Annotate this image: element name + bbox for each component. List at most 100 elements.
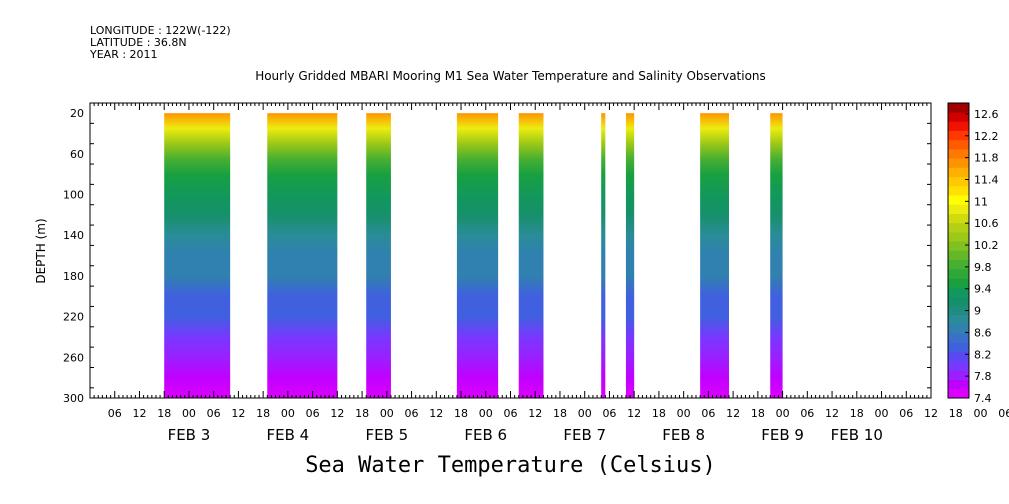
x-hour-label: 00	[281, 407, 295, 420]
data-segment-6	[625, 113, 635, 398]
colorbar-cell	[948, 121, 969, 131]
data-segment-2	[366, 113, 391, 398]
x-day-label: FEB 7	[563, 426, 606, 444]
colorbar-cell	[948, 268, 969, 279]
x-hour-label: 12	[528, 407, 542, 420]
colorbar-cell	[948, 278, 969, 288]
colorbar-cell	[948, 167, 969, 178]
x-hour-label: 00	[578, 407, 592, 420]
data-segment-4	[518, 113, 544, 398]
x-hour-label: 00	[875, 407, 889, 420]
colorbar-cell	[948, 241, 969, 251]
colorbar-cell	[948, 149, 969, 159]
x-day-label: FEB 9	[761, 426, 804, 444]
colorbar-tick-label: 7.8	[974, 370, 992, 383]
colorbar-tick-label: 12.2	[974, 130, 999, 143]
colorbar-cell	[948, 296, 969, 307]
x-hour-label: 00	[677, 407, 691, 420]
colorbar-cell	[948, 222, 969, 233]
data-segment-1	[267, 113, 338, 398]
colorbar-tick-label: 11.4	[974, 173, 999, 186]
x-hour-label: 18	[553, 407, 567, 420]
colorbar-tick-label: 8.2	[974, 348, 992, 361]
colorbar-cell	[948, 388, 969, 399]
x-hour-label: 06	[207, 407, 221, 420]
colorbar-cell	[948, 305, 969, 316]
data-segment-7	[700, 113, 729, 398]
data-segment-8	[770, 113, 783, 398]
x-hour-label: 06	[701, 407, 715, 420]
chart-title: Hourly Gridded MBARI Mooring M1 Sea Wate…	[255, 69, 766, 83]
y-tick-label: 140	[63, 229, 84, 242]
data-segment-0	[164, 113, 231, 398]
x-hour-label: 00	[973, 407, 987, 420]
colorbar-tick-label: 12.6	[974, 108, 999, 121]
colorbar-cell	[948, 112, 969, 122]
colorbar-cell	[948, 333, 969, 343]
colorbar-tick-label: 7.4	[974, 392, 992, 405]
colorbar-cell	[948, 361, 969, 371]
longitude-label: LONGITUDE : 122W(-122)	[90, 24, 231, 37]
x-hour-label: 06	[405, 407, 419, 420]
x-axis-title: Sea Water Temperature (Celsius)	[305, 453, 716, 478]
x-day-label: FEB 6	[464, 426, 507, 444]
x-hour-label: 12	[924, 407, 938, 420]
colorbar-cell	[948, 315, 969, 325]
colorbar-tick-label: 9.4	[974, 283, 992, 296]
colorbar-cell	[948, 232, 969, 242]
colorbar-cell	[948, 379, 969, 390]
colorbar-cell	[948, 195, 969, 205]
y-tick-label: 300	[63, 392, 84, 405]
plot-area	[89, 102, 932, 399]
colorbar-tick-label: 9	[974, 305, 981, 318]
x-hour-label: 18	[850, 407, 864, 420]
colorbar-cell	[948, 324, 969, 334]
y-tick-label: 20	[70, 107, 84, 120]
x-hour-label: 18	[157, 407, 171, 420]
colorbar-cell	[948, 370, 969, 380]
x-hour-label: 00	[776, 407, 790, 420]
colorbar-tick-label: 11.8	[974, 152, 999, 165]
x-hour-label: 06	[899, 407, 913, 420]
colorbar-tick-label: 10.2	[974, 239, 999, 252]
colorbar-cell	[948, 103, 969, 113]
x-hour-label: 18	[652, 407, 666, 420]
x-hour-label: 12	[627, 407, 641, 420]
colorbar-cell	[948, 259, 969, 270]
data-segment-5	[601, 113, 606, 398]
x-hour-label: 12	[429, 407, 443, 420]
colorbar-cell	[948, 250, 969, 261]
colorbar: 12.6 12.2 11.8 11.4 11 10.6 10.2 9.8 9.4 9 8.6 8.2 7…	[947, 102, 999, 405]
x-hour-label: 00	[182, 407, 196, 420]
colorbar-frame	[947, 102, 970, 399]
y-tick-label: 180	[63, 270, 84, 283]
x-hour-label: 06	[306, 407, 320, 420]
colorbar-cell	[948, 139, 969, 150]
x-hour-label: 00	[479, 407, 493, 420]
colorbar-cell	[948, 342, 969, 353]
colorbar-cell	[948, 351, 969, 362]
x-day-label: FEB 5	[365, 426, 408, 444]
x-hour-label: 06	[504, 407, 518, 420]
x-hour-label: 18	[454, 407, 468, 420]
colorbar-cell	[948, 176, 969, 187]
x-hour-label: 12	[231, 407, 245, 420]
x-hour-label: 18	[256, 407, 270, 420]
colorbar-cell	[948, 158, 969, 168]
x-hour-label: 06	[108, 407, 122, 420]
data-segment-3	[456, 113, 499, 398]
x-hour-label: 12	[330, 407, 344, 420]
x-hour-label: 06	[998, 407, 1009, 420]
x-hour-label: 12	[132, 407, 146, 420]
colorbar-tick-label: 9.8	[974, 261, 992, 274]
x-hour-label: 06	[602, 407, 616, 420]
colorbar-tick-label: 10.6	[974, 217, 999, 230]
x-hour-label: 00	[380, 407, 394, 420]
colorbar-cell	[948, 204, 969, 214]
x-day-label: FEB 10	[831, 426, 883, 444]
colorbar-cell	[948, 213, 969, 224]
colorbar-cell	[948, 185, 969, 196]
colorbar-cell	[948, 287, 969, 297]
x-axis: 06 12 18 00 06 12 18 00 06 12 18 00 06 12 18 00 06 12 18 00…	[89, 103, 1009, 444]
